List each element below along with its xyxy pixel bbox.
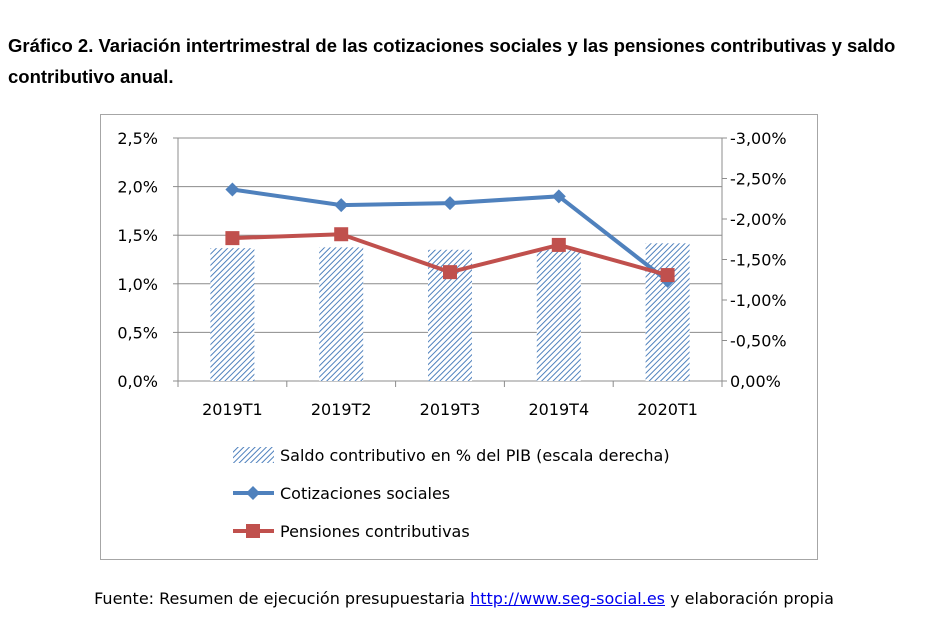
marker-pensiones xyxy=(225,231,240,246)
bar-saldo xyxy=(536,249,581,381)
left-axis-tick-label: 1,0% xyxy=(117,275,158,294)
left-axis-tick-label: 2,5% xyxy=(117,129,158,148)
chart-frame xyxy=(100,114,818,560)
bar-saldo xyxy=(319,247,364,381)
right-axis-tick-label: -1,50% xyxy=(730,251,787,270)
right-axis-tick-label: -2,50% xyxy=(730,170,787,189)
source-note: Fuente: Resumen de ejecución presupuesta… xyxy=(0,589,928,608)
legend-square-marker xyxy=(246,524,260,538)
legend-swatch-hatch xyxy=(233,447,274,463)
x-axis-tick-label: 2019T2 xyxy=(311,400,372,419)
marker-cotizaciones xyxy=(225,182,240,197)
marker-cotizaciones xyxy=(551,189,566,204)
legend-item: Pensiones contributivas xyxy=(233,522,470,541)
marker-cotizaciones xyxy=(334,198,349,213)
x-axis-tick-label: 2019T4 xyxy=(528,400,589,419)
right-axis-tick-label: 0,00% xyxy=(730,372,781,391)
right-axis-tick-label: -0,50% xyxy=(730,332,787,351)
left-axis-tick-label: 0,0% xyxy=(117,372,158,391)
left-axis-tick-label: 1,5% xyxy=(117,226,158,245)
right-axis-tick-label: -2,00% xyxy=(730,210,787,229)
legend-label: Saldo contributivo en % del PIB (escala … xyxy=(280,446,670,465)
marker-pensiones xyxy=(334,227,349,242)
legend-item: Saldo contributivo en % del PIB (escala … xyxy=(233,446,670,465)
x-axis-tick-label: 2019T1 xyxy=(202,400,263,419)
source-prefix: Fuente: Resumen de ejecución presupuesta… xyxy=(94,589,471,608)
marker-pensiones xyxy=(660,268,675,283)
marker-pensiones xyxy=(443,265,457,280)
x-axis-tick-label: 2019T3 xyxy=(420,400,481,419)
left-axis-tick-label: 2,0% xyxy=(117,178,158,197)
legend-label: Cotizaciones sociales xyxy=(280,484,450,503)
legend-diamond-marker xyxy=(246,486,260,500)
source-link[interactable]: http://www.seg-social.es xyxy=(470,589,665,608)
marker-pensiones xyxy=(551,237,566,252)
legend-item: Cotizaciones sociales xyxy=(233,484,450,503)
legend-label: Pensiones contributivas xyxy=(280,522,470,541)
right-axis-tick-label: -1,00% xyxy=(730,291,787,310)
source-suffix: y elaboración propia xyxy=(665,589,834,608)
bar-saldo xyxy=(210,248,255,381)
x-axis-tick-label: 2020T1 xyxy=(637,400,698,419)
marker-cotizaciones xyxy=(443,196,457,211)
left-axis-tick-label: 0,5% xyxy=(117,323,158,342)
chart-title: Gráfico 2. Variación intertrimestral de … xyxy=(8,35,896,87)
bar-saldo xyxy=(645,243,690,381)
right-axis-tick-label: -3,00% xyxy=(730,129,787,148)
